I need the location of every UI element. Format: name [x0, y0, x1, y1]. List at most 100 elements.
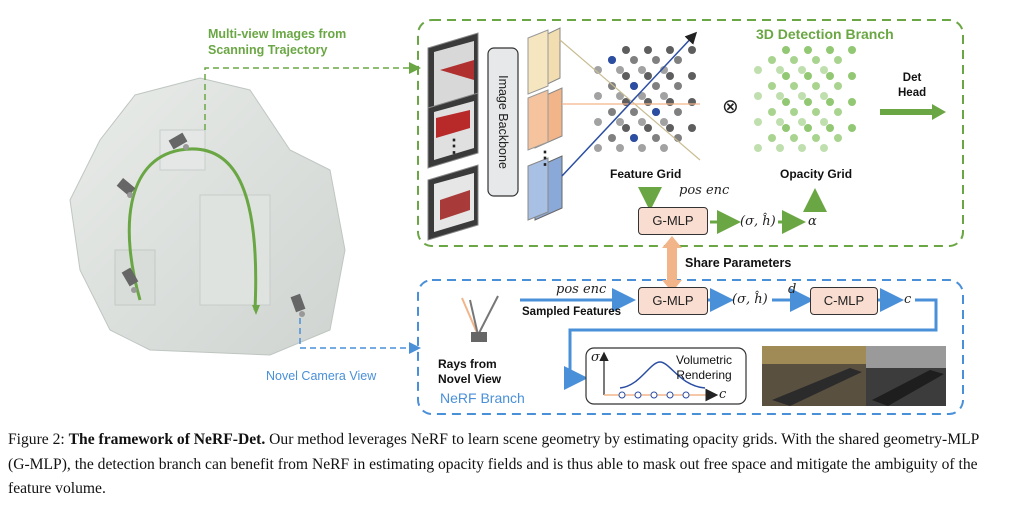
grid-dot [652, 82, 660, 90]
grid-dot [804, 124, 812, 132]
scene-pointcloud [69, 77, 346, 356]
grid-dot [638, 118, 646, 126]
nerf-branch-title: NeRF Branch [440, 390, 525, 406]
grid-dot [754, 66, 762, 74]
multiview-label: Multi-view Images from Scanning Trajecto… [208, 26, 346, 58]
grid-dot [820, 92, 828, 100]
rays-line2: Novel View [438, 372, 502, 386]
grid-dot [638, 66, 646, 74]
grid-dot [826, 46, 834, 54]
grid-dot [754, 144, 762, 152]
sampled-features-label: Sampled Features [522, 306, 622, 318]
camera-icon [168, 132, 189, 150]
grid-dot [812, 134, 820, 142]
opacity-grid-label: Opacity Grid [780, 167, 853, 181]
element-multiply-icon: ⊗ [722, 96, 739, 118]
grid-dot [660, 92, 668, 100]
grid-dot [660, 118, 668, 126]
grid-dot [804, 72, 812, 80]
grid-dot [776, 144, 784, 152]
grid-dot [666, 46, 674, 54]
grid-dot [790, 108, 798, 116]
image-backbone-label: Image Backbone [496, 75, 510, 169]
grid-dot [804, 98, 812, 106]
cmlp-box: C-MLP [810, 287, 878, 315]
grid-dot [688, 98, 696, 106]
grid-dot-accent [630, 134, 638, 142]
grid-dot [848, 124, 856, 132]
volumetric-line1: Volumetric [676, 353, 733, 367]
detection-branch-title: 3D Detection Branch [756, 26, 894, 42]
grid-dot [594, 144, 602, 152]
grid-dot [666, 124, 674, 132]
multiview-arrow [204, 62, 421, 130]
nerf-branch-box [417, 279, 964, 415]
grid-dot [798, 66, 806, 74]
multiview-label-line1: Multi-view Images from [208, 27, 347, 41]
grid-dot [638, 92, 646, 100]
grid-dot [812, 56, 820, 64]
grid-dot [688, 124, 696, 132]
grid-dot [768, 56, 776, 64]
grid-dot [768, 108, 776, 116]
sigma-h-bottom: (σ, ĥ) [732, 292, 768, 307]
novel-view-arrow [299, 318, 421, 354]
gmlp-bottom-box: G-MLP [638, 287, 708, 315]
grid-dot [616, 144, 624, 152]
multiview-images [427, 32, 479, 241]
grid-dot [776, 66, 784, 74]
feature-grid [594, 46, 696, 152]
grid-dot [652, 56, 660, 64]
ellipsis-images: ⋮ [445, 136, 463, 156]
grid-dot [798, 144, 806, 152]
det-head-label: Det Head [898, 71, 926, 101]
novel-camera-label: Novel Camera View [266, 369, 377, 383]
c-axis-label: c [719, 387, 727, 402]
grid-dot [826, 72, 834, 80]
grid-dot [848, 46, 856, 54]
grid-dot [754, 92, 762, 100]
grid-dot [782, 124, 790, 132]
grid-dot [666, 98, 674, 106]
figure-canvas [69, 19, 964, 415]
grid-dot [782, 98, 790, 106]
framework-figure: Multi-view Images from Scanning Trajecto… [69, 19, 964, 415]
rays-label: Rays from Novel View [438, 357, 501, 387]
multiview-label-line2: Scanning Trajectory [208, 43, 328, 57]
camera-icon [121, 267, 139, 293]
volumetric-rendering-label: Volumetric Rendering [676, 353, 732, 383]
grid-dot [644, 72, 652, 80]
grid-dot [594, 66, 602, 74]
grid-dot [776, 92, 784, 100]
detection-branch-box [417, 19, 964, 247]
ellipsis-features: ⋮ [536, 148, 554, 168]
grid-dot [616, 66, 624, 74]
grid-dot [782, 72, 790, 80]
grid-dot [798, 118, 806, 126]
grid-dot [826, 124, 834, 132]
grid-dot-accent [608, 56, 616, 64]
grid-dot [848, 72, 856, 80]
pos-enc-bottom: pos enc [556, 282, 607, 297]
grid-dot [608, 134, 616, 142]
alpha-label: α [808, 214, 817, 229]
det-head-line1: Det [902, 72, 922, 84]
grid-dot [644, 98, 652, 106]
grid-dot [608, 82, 616, 90]
grid-dot [754, 118, 762, 126]
caption-body: Our method leverages NeRF to learn scene… [8, 431, 979, 497]
grid-dot [616, 92, 624, 100]
c-label: c [904, 292, 912, 307]
grid-dot [660, 144, 668, 152]
rays-icon [461, 295, 499, 342]
grid-dot [674, 108, 682, 116]
grid-dot [660, 66, 668, 74]
volumetric-line2: Rendering [676, 368, 732, 382]
grid-dot [768, 134, 776, 142]
share-parameters-label: Share Parameters [685, 256, 792, 270]
grid-dot [834, 82, 842, 90]
scanning-trajectory [127, 147, 258, 311]
camera-icon [116, 178, 136, 198]
grid-dot [812, 82, 820, 90]
feature-grid-label: Feature Grid [610, 167, 682, 181]
